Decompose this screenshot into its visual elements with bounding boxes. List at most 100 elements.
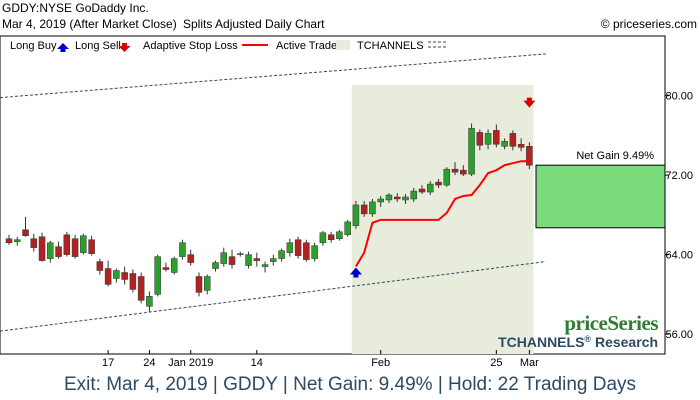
candles (5, 123, 533, 313)
candle-body (352, 204, 360, 227)
copyright-text: © priceseries.com (601, 17, 697, 31)
candle-body (162, 267, 170, 270)
candle-body (270, 258, 277, 262)
candle (71, 234, 79, 259)
candle (319, 230, 327, 246)
candle-body (509, 133, 517, 147)
candle (30, 233, 38, 252)
candle-body (253, 258, 261, 261)
candle (501, 138, 508, 150)
candle (162, 262, 170, 272)
candle (393, 193, 401, 202)
candle-body (435, 181, 442, 186)
legend-long-buy: Long Buy (10, 40, 57, 52)
candle-body (220, 252, 228, 264)
candle (170, 256, 178, 275)
candle-body (14, 239, 21, 242)
candle-body (104, 268, 112, 285)
candle (410, 188, 417, 202)
candle-body (203, 276, 211, 291)
candle-body (170, 258, 178, 273)
long-buy-arrow-icon (57, 43, 69, 52)
candle-body (121, 272, 128, 280)
candle-body (311, 245, 318, 259)
stop-loss-line (355, 160, 530, 268)
candle (195, 272, 203, 297)
candle (460, 165, 467, 177)
candle (47, 240, 54, 263)
candle (344, 219, 351, 237)
candle (369, 198, 376, 217)
active-trade-swatch (336, 40, 350, 50)
candle (38, 232, 46, 262)
candle (468, 123, 475, 177)
candle-body (418, 188, 426, 193)
candle (278, 248, 285, 262)
candle (187, 249, 194, 266)
candle-body (30, 238, 38, 248)
candle-body (427, 183, 434, 193)
candle (451, 162, 459, 176)
candle (220, 247, 228, 267)
candle-body (393, 196, 401, 200)
candle-body (278, 250, 285, 259)
candle (63, 231, 71, 257)
candle (517, 138, 525, 152)
long-sell-arrow-icon (118, 43, 131, 52)
x-tick-label: Mar (520, 357, 539, 369)
candle (509, 130, 517, 151)
candle (418, 185, 426, 195)
candle (253, 252, 261, 267)
candle-body (80, 235, 87, 253)
candle (14, 236, 21, 246)
trade-summary-footer: Exit: Mar 4, 2019 | GDDY | Net Gain: 9.4… (63, 374, 637, 395)
channel-lower-line (0, 261, 546, 332)
candle-body (369, 201, 376, 215)
candle-body (493, 130, 500, 145)
sell-signal-arrow-icon (523, 97, 536, 108)
candle-body (113, 270, 120, 279)
candle-body (71, 238, 79, 257)
candle-body (476, 132, 484, 146)
y-tick-label: 56.00 (665, 329, 693, 341)
x-tick-label: 25 (490, 357, 502, 369)
candle (203, 274, 211, 295)
x-axis: 17 24 Jan 2019 14 Feb 25 Mar (102, 350, 539, 369)
candle-body (187, 254, 194, 263)
candle-body (22, 229, 29, 236)
y-tick-label: 64.00 (665, 250, 693, 262)
candle (352, 200, 360, 229)
candle-body (443, 168, 451, 186)
legend-adaptive-stop: Adaptive Stop Loss (143, 40, 238, 52)
candle (385, 193, 393, 203)
candle (526, 142, 533, 170)
candle (402, 194, 409, 204)
candle-body (526, 146, 533, 166)
candle-body (154, 256, 161, 295)
candle-body (303, 242, 310, 260)
net-gain-label: Net Gain 9.49% (576, 150, 654, 162)
candle (336, 229, 343, 241)
candle (311, 242, 318, 262)
watermark-brand: priceSeries (564, 311, 658, 335)
chart-kind-label: Splits Adjusted Daily Chart (183, 17, 325, 31)
candle-body (410, 190, 417, 200)
candle (245, 251, 252, 269)
candle-body (212, 262, 219, 269)
tchannels-lines (0, 53, 546, 332)
candle (80, 233, 87, 255)
date-subtitle: Mar 4, 2019 (After Market Close) (2, 17, 177, 31)
candle (327, 231, 335, 243)
candle-body (228, 256, 236, 265)
candle-body (55, 246, 62, 257)
candle-body (179, 242, 186, 257)
candle-body (195, 276, 203, 293)
candle-body (501, 141, 508, 147)
candle (5, 234, 13, 245)
x-tick-label: Feb (371, 357, 390, 369)
x-tick-label: 14 (251, 357, 263, 369)
y-tick-label: 72.00 (665, 170, 693, 182)
candle (129, 269, 137, 293)
legend-tchannels: TCHANNELS (357, 40, 424, 52)
candle-body (294, 239, 302, 256)
